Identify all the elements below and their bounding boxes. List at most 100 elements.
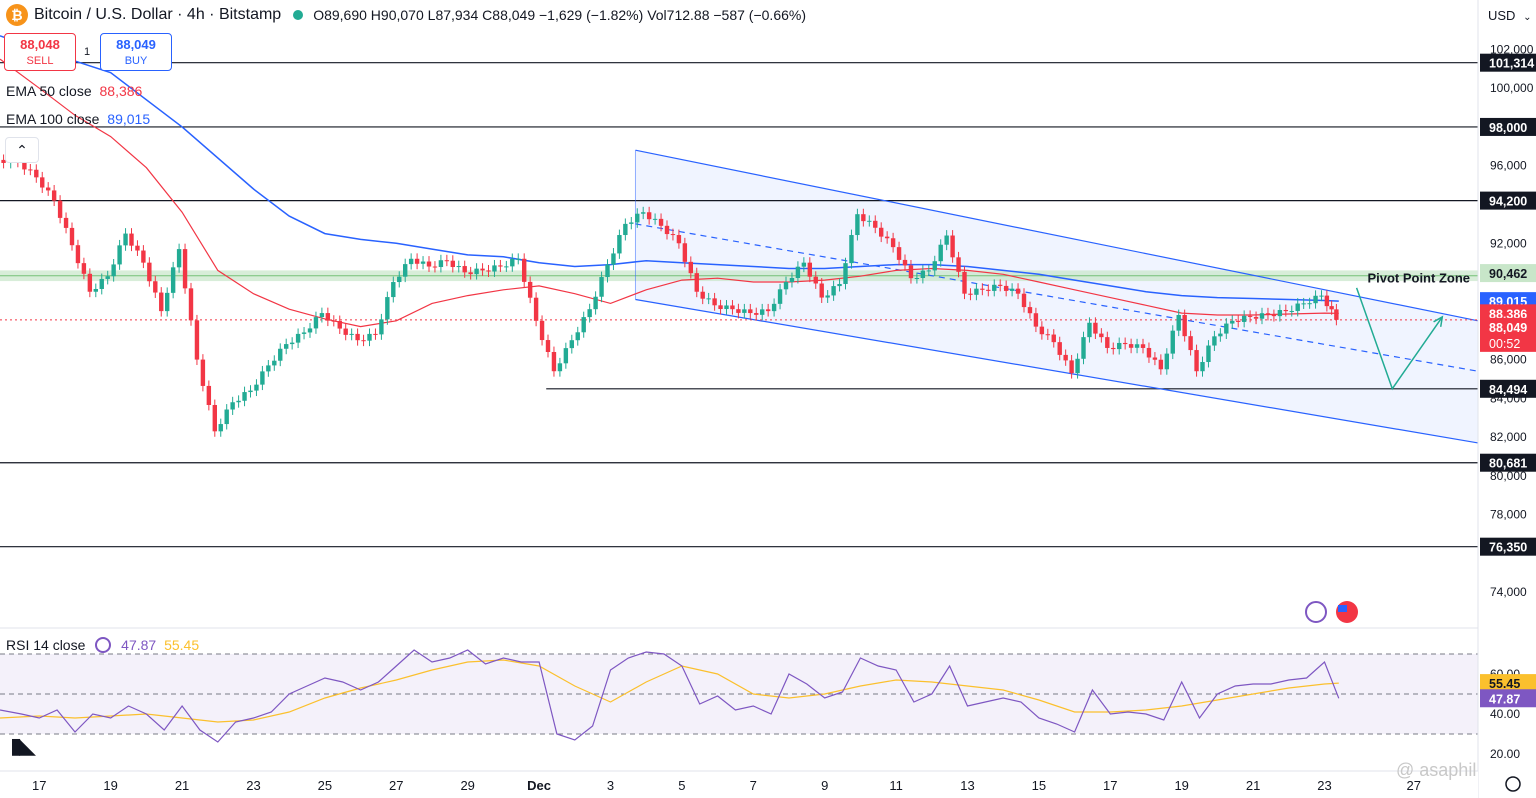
candle [117, 245, 122, 265]
candle [1134, 344, 1140, 348]
candle [760, 309, 765, 315]
projection-arrowhead [1433, 315, 1444, 327]
candle [474, 268, 479, 275]
candle [141, 250, 146, 263]
candle [700, 291, 705, 299]
ema50-price-label-bg [1480, 304, 1536, 323]
time-axis-bg [0, 771, 1478, 798]
tradingview-logo[interactable]: ▮◣ [10, 733, 36, 758]
candle [783, 282, 789, 290]
candle [182, 249, 188, 289]
candle [718, 305, 723, 310]
price-tick: 80,000 [1490, 469, 1527, 483]
sell-button[interactable]: 88,048 SELL [4, 33, 76, 71]
candle [510, 258, 515, 267]
symbol-title[interactable]: Bitcoin / U.S. Dollar · 4h · Bitstamp [34, 6, 282, 23]
candle [105, 276, 110, 279]
candle [1128, 344, 1134, 348]
candle [1188, 336, 1193, 351]
candle [218, 424, 223, 432]
currency-selector[interactable]: USD ⌄ [1488, 8, 1532, 23]
candle [492, 265, 497, 272]
candle [551, 351, 557, 372]
time-tick: 3 [607, 778, 614, 793]
candle [1158, 359, 1164, 370]
candle [938, 244, 943, 262]
candle [432, 266, 438, 268]
candle [956, 257, 961, 272]
collapse-legend-button[interactable]: ⌃ [5, 137, 39, 163]
time-tick: 19 [103, 778, 117, 793]
us-flag-icon-canton [1338, 605, 1347, 612]
candle [1230, 320, 1235, 324]
candle [1027, 307, 1033, 314]
watermark: @ asaphil [1396, 760, 1477, 780]
time-tick: 27 [389, 778, 403, 793]
candle [1, 159, 6, 163]
level-label: 101,314 [1489, 57, 1534, 71]
ema50-price-label: 88,386 [1489, 307, 1527, 321]
buy-button[interactable]: 88,049 BUY [100, 33, 172, 71]
candle [1111, 347, 1116, 350]
candle [771, 303, 777, 312]
candle [289, 342, 295, 345]
time-tick: 13 [960, 778, 974, 793]
rsi-ma-label-bg [1480, 674, 1536, 693]
bitcoin-logo-icon: ₿ [6, 4, 28, 26]
candle [343, 328, 348, 335]
channel-upper [635, 149, 1479, 322]
candle [1329, 306, 1334, 310]
candle [861, 214, 866, 222]
candle [1015, 288, 1021, 294]
candle [837, 283, 842, 287]
pivot-price-label-bg [1480, 264, 1536, 283]
candle [230, 402, 235, 410]
candle [367, 333, 372, 341]
candle [1277, 309, 1283, 317]
candle [75, 245, 81, 264]
candle [831, 286, 836, 296]
candle [438, 260, 444, 268]
candle [658, 218, 664, 226]
candle [1122, 342, 1128, 345]
level-label: 76,350 [1489, 541, 1527, 555]
time-tick: 7 [750, 778, 757, 793]
candle [1200, 362, 1205, 372]
ema50-legend[interactable]: EMA 50 close 88,386 [6, 83, 143, 99]
candle [777, 289, 783, 304]
candle [254, 384, 259, 391]
candle [22, 161, 27, 170]
candle [1265, 313, 1271, 315]
rsi-settings-icon[interactable] [95, 637, 112, 653]
candle [63, 217, 69, 228]
candle [635, 213, 640, 223]
candle [1087, 322, 1092, 338]
candle [81, 263, 87, 274]
channel-lower [635, 298, 1479, 444]
candle [599, 277, 604, 297]
candle [283, 344, 289, 349]
candle [170, 267, 176, 293]
rsi-ma-label: 55.45 [1489, 677, 1520, 691]
candle [890, 238, 896, 248]
candle [908, 265, 914, 279]
candle [980, 288, 985, 290]
candle [522, 258, 527, 282]
candle [1212, 336, 1217, 346]
level-label-bg [1480, 537, 1536, 556]
candle [605, 264, 610, 278]
time-tick: 21 [175, 778, 189, 793]
settings-gear-icon [1505, 776, 1521, 792]
level-label: 84,494 [1489, 383, 1527, 397]
rsi-legend[interactable]: RSI 14 close 47.87 55.45 [6, 637, 200, 653]
candle [159, 292, 164, 312]
candle [1289, 310, 1294, 312]
price-tick: 78,000 [1490, 508, 1527, 522]
candle [408, 258, 414, 265]
candle [962, 271, 967, 294]
time-tick: 17 [32, 778, 46, 793]
candle [1105, 337, 1110, 348]
candle [123, 233, 128, 246]
ema100-legend[interactable]: EMA 100 close 89,015 [6, 111, 151, 127]
